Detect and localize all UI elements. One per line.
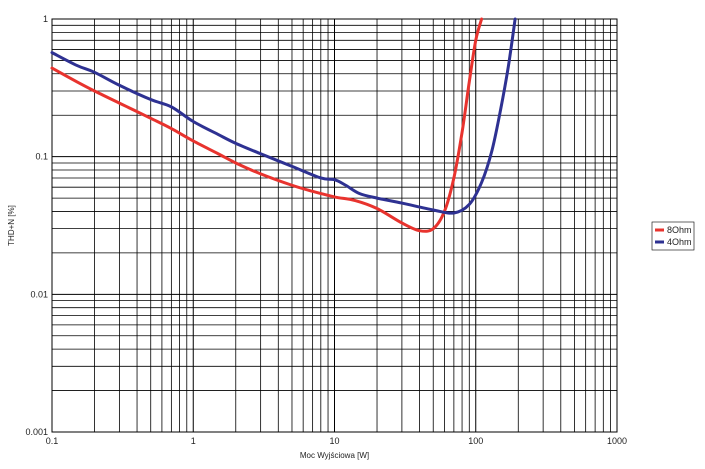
x-tick-label: 0.1 bbox=[46, 436, 59, 446]
legend-label-8ohm: 8Ohm bbox=[667, 225, 692, 235]
legend: 8Ohm 4Ohm bbox=[651, 221, 695, 251]
x-tick-label: 1 bbox=[191, 436, 196, 446]
y-tick-label: 0.001 bbox=[25, 427, 48, 437]
series-line-4ohm bbox=[50, 17, 517, 215]
series-layer bbox=[50, 17, 517, 233]
y-tick-label: 0.01 bbox=[30, 289, 48, 299]
y-axis-label: THD+N [%] bbox=[7, 205, 16, 246]
plot-frame bbox=[51, 18, 618, 433]
x-tick-labels: 0.1 1 10 100 1000 bbox=[46, 436, 627, 446]
x-axis-label: Moc Wyjściowa [W] bbox=[300, 451, 369, 460]
x-tick-label: 10 bbox=[329, 436, 339, 446]
y-tick-label: 0.1 bbox=[35, 152, 48, 162]
legend-label-4ohm: 4Ohm bbox=[667, 237, 692, 247]
grid bbox=[51, 19, 617, 433]
y-tick-label: 1 bbox=[43, 14, 48, 24]
legend-box bbox=[651, 221, 695, 251]
x-tick-label: 1000 bbox=[607, 436, 627, 446]
x-tick-label: 100 bbox=[468, 436, 483, 446]
series-line-8ohm bbox=[50, 17, 484, 233]
y-tick-labels: 0.001 0.01 0.1 1 bbox=[25, 14, 48, 437]
